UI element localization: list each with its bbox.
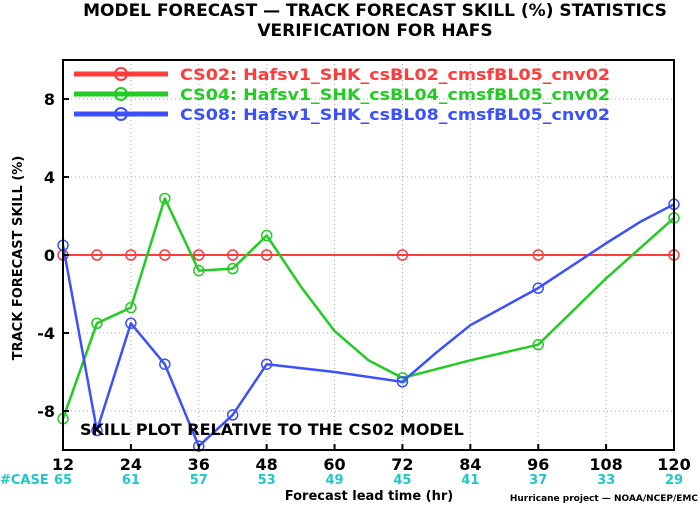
legend-swatch-marker <box>114 67 128 81</box>
series-layer <box>57 192 680 452</box>
series-line-1 <box>61 197 675 420</box>
x-tick-label: 84 <box>459 455 481 474</box>
legend-label: CS04: Hafsv1_SHK_csBL04_cmsfBL05_cnv02 <box>180 85 610 104</box>
series-marker-0 <box>91 249 103 261</box>
grid <box>63 60 674 450</box>
series-marker-0 <box>125 249 137 261</box>
series-marker-0 <box>396 249 409 261</box>
case-count: 57 <box>190 473 208 488</box>
legend-swatch-marker <box>114 87 128 101</box>
y-tick-label: -4 <box>37 324 55 343</box>
series-marker-2 <box>125 317 137 329</box>
series-marker-0 <box>260 249 273 261</box>
case-count: 29 <box>665 473 683 488</box>
x-tick-label: 108 <box>589 455 622 474</box>
case-count: 41 <box>461 473 479 488</box>
case-count: 49 <box>326 473 344 488</box>
series-marker-1 <box>193 264 205 277</box>
x-axis-label: Forecast lead time (hr) <box>285 489 453 504</box>
series-marker-2 <box>532 282 544 294</box>
y-tick-label: 8 <box>44 90 55 109</box>
case-count: 33 <box>597 473 615 488</box>
x-tick-label: 36 <box>188 455 210 474</box>
x-tick-label: 60 <box>323 455 345 474</box>
series-line-2 <box>61 203 675 448</box>
legend-label: CS02: Hafsv1_SHK_csBL02_cmsfBL05_cnv02 <box>180 65 610 84</box>
series-marker-0 <box>226 249 239 261</box>
case-count: 37 <box>529 473 547 488</box>
case-count: 53 <box>258 473 276 488</box>
x-tick-label: 72 <box>391 455 413 474</box>
chart-title: MODEL FORECAST — TRACK FORECAST SKILL (%… <box>83 1 667 21</box>
x-tick-label: 48 <box>256 455 278 474</box>
case-counts: 65 61 57 53 49 45 41 37 33 29 <box>54 473 683 488</box>
case-label: #CASE <box>0 473 49 488</box>
x-tick-label: 24 <box>120 455 142 474</box>
series-marker-2 <box>260 358 273 370</box>
series-marker-2 <box>226 409 239 421</box>
series-marker-1 <box>226 262 239 275</box>
x-tick-label: 120 <box>657 455 690 474</box>
y-tick-label: -8 <box>37 402 55 421</box>
y-tick-label: 4 <box>44 168 55 187</box>
series-marker-0 <box>159 249 171 261</box>
case-count: 45 <box>393 473 411 488</box>
series-marker-1 <box>125 301 137 314</box>
series-marker-1 <box>260 229 273 242</box>
series-marker-2 <box>396 376 409 388</box>
chart-subtitle: VERIFICATION FOR HAFS <box>257 21 492 41</box>
series-marker-1 <box>532 338 544 351</box>
series-marker-1 <box>159 192 171 205</box>
series-marker-2 <box>91 424 103 437</box>
legend: CS02: Hafsv1_SHK_csBL02_cmsfBL05_cnv02CS… <box>74 65 610 124</box>
series-marker-0 <box>532 249 544 261</box>
series-marker-0 <box>193 249 205 261</box>
x-tick-label: 12 <box>52 455 74 474</box>
x-tick-label: 96 <box>527 455 549 474</box>
series-marker-2 <box>193 440 205 452</box>
series-marker-1 <box>91 317 103 329</box>
skill-note: SKILL PLOT RELATIVE TO THE CS02 MODEL <box>80 420 464 439</box>
series-marker-2 <box>159 358 171 370</box>
y-axis-label: TRACK FORECAST SKILL (%) <box>11 156 26 361</box>
y-tick-label: 0 <box>44 246 55 265</box>
case-count: 65 <box>54 473 72 488</box>
legend-label: CS08: Hafsv1_SHK_csBL08_cmsfBL05_cnv02 <box>180 105 610 124</box>
legend-swatch-marker <box>114 107 128 121</box>
credit-text: Hurricane project — NOAA/NCEP/EMC <box>510 494 699 504</box>
case-count: 61 <box>122 473 140 488</box>
